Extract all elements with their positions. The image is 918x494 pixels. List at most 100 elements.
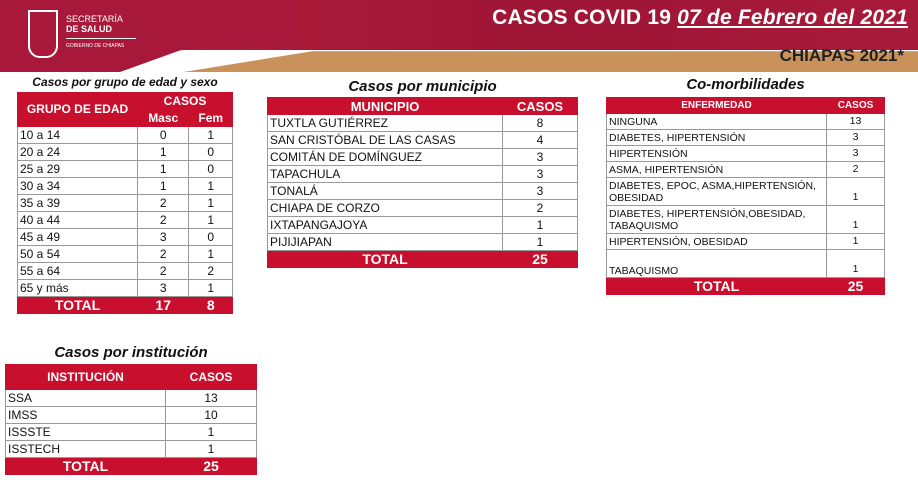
secretaria-logo-icon — [28, 10, 58, 58]
cell-label: TABAQUISMO — [606, 249, 827, 278]
cell-value: 3 — [826, 145, 885, 162]
cell-value: 8 — [502, 114, 578, 132]
col-casos: CASOS — [502, 97, 578, 115]
total-label: TOTAL — [267, 250, 503, 268]
table-row: 35 a 39 2 1 — [17, 194, 233, 212]
cell-value: 3 — [826, 129, 885, 146]
total-value: 25 — [502, 250, 578, 268]
total-label: TOTAL — [606, 277, 827, 295]
cell-label: 40 a 44 — [17, 211, 138, 229]
col-casos: CASOS — [826, 97, 885, 114]
table-row: DIABETES, HIPERTENSIÓN,OBESIDAD, TABAQUI… — [606, 205, 885, 234]
cell-value: 1 — [136, 143, 190, 161]
cell-value: 1 — [165, 423, 257, 441]
col-enfermedad: ENFERMEDAD — [606, 97, 827, 114]
cell-label: 10 a 14 — [17, 126, 138, 144]
cell-value: 2 — [188, 262, 233, 280]
institucion-caption: Casos por institución — [54, 344, 208, 361]
cell-label: IXTAPANGAJOYA — [267, 216, 503, 234]
org-name: SECRETARÍA DE SALUD GOBIERNO DE CHIAPAS — [66, 14, 136, 51]
cell-value: 3 — [136, 228, 190, 246]
table-row: TABAQUISMO 1 — [606, 249, 885, 278]
col-institucion: INSTITUCIÓN — [5, 364, 166, 390]
total-value: 17 — [136, 296, 190, 314]
cell-value: 0 — [188, 160, 233, 178]
cell-label: IMSS — [5, 406, 166, 424]
cell-label: 55 a 64 — [17, 262, 138, 280]
cell-label: 50 a 54 — [17, 245, 138, 263]
col-masc: Masc — [136, 109, 190, 127]
cell-label: COMITÁN DE DOMÍNGUEZ — [267, 148, 503, 166]
cell-label: SSA — [5, 389, 166, 407]
table-row: 40 a 44 2 1 — [17, 211, 233, 229]
table-row: DIABETES, HIPERTENSIÓN 3 — [606, 129, 885, 146]
cell-value: 1 — [502, 216, 578, 234]
col-casos: CASOS — [137, 92, 233, 110]
table-row: DIABETES, EPOC, ASMA,HIPERTENSIÓN, OBESI… — [606, 177, 885, 206]
cell-value: 3 — [502, 165, 578, 183]
cell-value: 3 — [502, 182, 578, 200]
total-value: 25 — [165, 457, 257, 475]
comorb-caption: Co-morbilidades — [686, 76, 805, 93]
table-row: COMITÁN DE DOMÍNGUEZ 3 — [267, 148, 578, 166]
cell-value: 2 — [136, 194, 190, 212]
cell-value: 0 — [136, 126, 190, 144]
table-row: 25 a 29 1 0 — [17, 160, 233, 178]
cell-label: DIABETES, HIPERTENSIÓN,OBESIDAD, TABAQUI… — [606, 205, 827, 234]
col-fem: Fem — [188, 109, 233, 127]
table-row: 55 a 64 2 2 — [17, 262, 233, 280]
header-subband — [183, 51, 918, 72]
cell-value: 2 — [136, 211, 190, 229]
cell-label: ASMA, HIPERTENSIÓN — [606, 161, 827, 178]
cell-label: TAPACHULA — [267, 165, 503, 183]
table-row: SAN CRISTÓBAL DE LAS CASAS 4 — [267, 131, 578, 149]
cell-value: 1 — [188, 211, 233, 229]
cell-value: 2 — [502, 199, 578, 217]
cell-value: 1 — [826, 205, 885, 234]
cell-value: 1 — [188, 194, 233, 212]
table-row: CHIAPA DE CORZO 2 — [267, 199, 578, 217]
total-row: TOTAL 25 — [606, 277, 885, 295]
cell-value: 1 — [136, 177, 190, 195]
edad-caption: Casos por grupo de edad y sexo — [32, 75, 218, 89]
cell-label: 45 a 49 — [17, 228, 138, 246]
total-value: 8 — [188, 296, 233, 314]
cell-value: 13 — [826, 113, 885, 130]
cell-value: 0 — [188, 143, 233, 161]
table-row: 45 a 49 3 0 — [17, 228, 233, 246]
cell-label: 30 a 34 — [17, 177, 138, 195]
cell-value: 10 — [165, 406, 257, 424]
cell-value: 1 — [826, 249, 885, 278]
cell-value: 3 — [136, 279, 190, 297]
total-value: 25 — [826, 277, 885, 295]
cell-value: 3 — [502, 148, 578, 166]
table-row: TAPACHULA 3 — [267, 165, 578, 183]
cell-value: 2 — [826, 161, 885, 178]
table-row: ASMA, HIPERTENSIÓN 2 — [606, 161, 885, 178]
table-row: 30 a 34 1 1 — [17, 177, 233, 195]
table-row: TUXTLA GUTIÉRREZ 8 — [267, 114, 578, 132]
cell-label: NINGUNA — [606, 113, 827, 130]
table-row: ISSTECH 1 — [5, 440, 257, 458]
cell-label: HIPERTENSIÓN — [606, 145, 827, 162]
cell-label: 35 a 39 — [17, 194, 138, 212]
cell-label: DIABETES, HIPERTENSIÓN — [606, 129, 827, 146]
cell-value: 1 — [165, 440, 257, 458]
cell-label: HIPERTENSIÓN, OBESIDAD — [606, 233, 827, 250]
table-row: ISSSTE 1 — [5, 423, 257, 441]
total-row: TOTAL 25 — [5, 457, 257, 475]
page-subtitle: CHIAPAS 2021* — [779, 46, 904, 65]
total-label: TOTAL — [5, 457, 166, 475]
cell-label: TUXTLA GUTIÉRREZ — [267, 114, 503, 132]
cell-label: 20 a 24 — [17, 143, 138, 161]
cell-label: ISSSTE — [5, 423, 166, 441]
col-municipio: MUNICIPIO — [267, 97, 503, 115]
total-row: TOTAL 17 8 — [17, 296, 233, 314]
table-row: PIJIJIAPAN 1 — [267, 233, 578, 251]
cell-value: 1 — [188, 245, 233, 263]
cell-label: SAN CRISTÓBAL DE LAS CASAS — [267, 131, 503, 149]
table-row: IXTAPANGAJOYA 1 — [267, 216, 578, 234]
cell-label: 65 y más — [17, 279, 138, 297]
total-label: TOTAL — [17, 296, 138, 314]
cell-value: 1 — [188, 126, 233, 144]
